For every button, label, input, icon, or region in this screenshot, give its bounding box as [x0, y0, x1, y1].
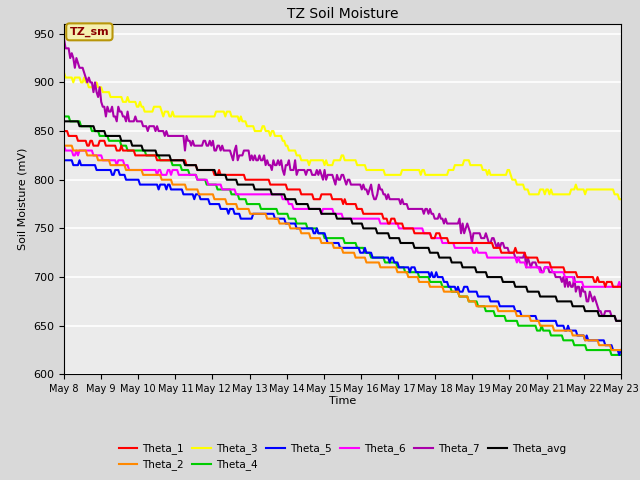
- Title: TZ Soil Moisture: TZ Soil Moisture: [287, 8, 398, 22]
- X-axis label: Time: Time: [329, 396, 356, 406]
- Legend: Theta_1, Theta_2, Theta_3, Theta_4, Theta_5, Theta_6, Theta_7, Theta_avg: Theta_1, Theta_2, Theta_3, Theta_4, Thet…: [115, 439, 570, 475]
- Text: TZ_sm: TZ_sm: [70, 27, 109, 37]
- Y-axis label: Soil Moisture (mV): Soil Moisture (mV): [17, 148, 28, 251]
